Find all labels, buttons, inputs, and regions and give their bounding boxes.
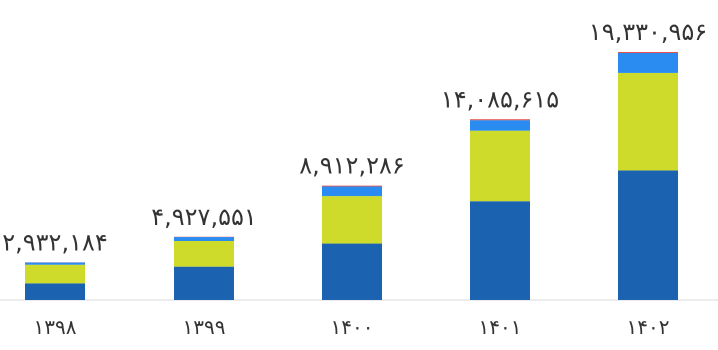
bar-segment-1-5 [618, 170, 678, 300]
bar-segment-3-2 [174, 237, 234, 241]
bar-segment-4-4 [470, 119, 530, 121]
total-label-2: ۴,۹۲۷,۵۵۱ [151, 203, 257, 231]
bar-segment-1-3 [322, 243, 382, 300]
bar-segment-2-5 [618, 72, 678, 171]
total-label-4: ۱۴,۰۸۵,۶۱۵ [441, 85, 559, 113]
category-label-4: ۱۴۰۱ [479, 315, 522, 339]
bar-segment-2-3 [322, 196, 382, 244]
bar-segment-3-4 [470, 120, 530, 131]
bar-segment-3-5 [618, 52, 678, 73]
bar-segment-2-4 [470, 130, 530, 202]
bar-segment-2-2 [174, 240, 234, 267]
labels-group: ۲,۹۳۲,۱۸۴ ۱۳۹۸ ۴,۹۲۷,۵۵۱ ۱۳۹۹ ۸,۹۱۲,۲۸۶ ۱۴۰۰ ۱… [2, 18, 707, 339]
bar-segment-4-5 [618, 52, 678, 53]
total-label-1: ۲,۹۳۲,۱۸۴ [2, 228, 108, 256]
total-label-3: ۸,۹۱۲,۲۸۶ [299, 152, 405, 180]
bar-segment-4-3 [322, 185, 382, 187]
bar-segment-2-1 [25, 264, 85, 284]
bar-segment-3-3 [322, 186, 382, 197]
bar-segment-3-1 [25, 262, 85, 265]
total-label-5: ۱۹,۳۳۰,۹۵۶ [589, 18, 707, 46]
category-label-5: ۱۴۰۲ [627, 315, 670, 339]
category-label-3: ۱۴۰۰ [331, 315, 374, 339]
bar-segment-1-1 [25, 283, 85, 300]
category-label-1: ۱۳۹۸ [34, 315, 77, 339]
bar-segment-1-4 [470, 201, 530, 300]
bars-group [25, 52, 678, 300]
bar-segment-1-2 [174, 266, 234, 300]
category-label-2: ۱۳۹۹ [183, 315, 226, 339]
